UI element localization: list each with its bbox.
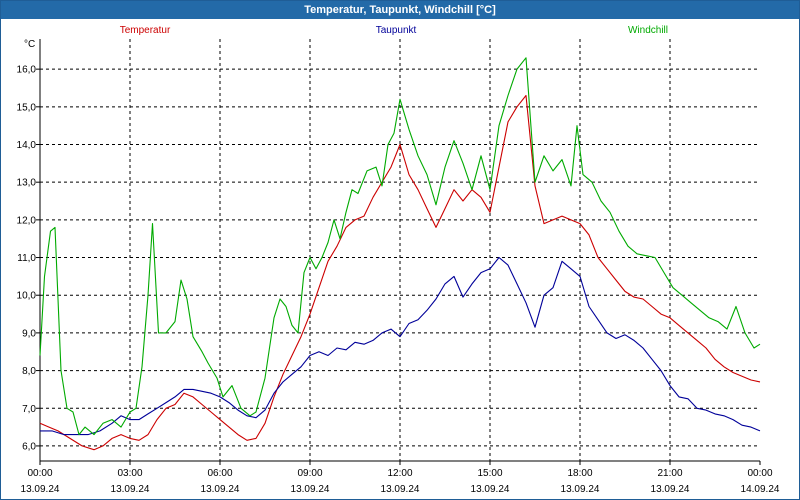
series-line-windchill [39, 57, 761, 436]
x-tick-time: 09:00 [297, 468, 322, 479]
series-line-taupunkt [40, 256, 761, 436]
legend-temperatur: Temperatur [120, 25, 171, 36]
y-tick-label: 10,0 [17, 291, 37, 302]
x-tick-date: 14.09.24 [741, 484, 780, 495]
legend: Temperatur Taupunkt Windchill [120, 25, 668, 36]
x-tick-date: 13.09.24 [111, 484, 150, 495]
y-tick-label: 12,0 [17, 215, 37, 226]
x-tick-time: 18:00 [567, 468, 592, 479]
x-tick-date: 13.09.24 [381, 484, 420, 495]
y-tick-label: 8,0 [22, 366, 36, 377]
x-tick-date: 13.09.24 [471, 484, 510, 495]
y-tick-label: 14,0 [17, 140, 37, 151]
y-tick-label: 11,0 [17, 253, 36, 264]
y-tick-label: 13,0 [17, 178, 37, 189]
y-tick-label: 9,0 [22, 328, 36, 339]
y-tick-label: 7,0 [22, 404, 36, 415]
x-tick-time: 03:00 [117, 468, 142, 479]
chart-title: Temperatur, Taupunkt, Windchill [°C] [1, 1, 799, 19]
legend-windchill: Windchill [628, 25, 668, 36]
series-line-temperatur [39, 94, 761, 451]
x-tick-time: 21:00 [657, 468, 682, 479]
x-tick-date: 13.09.24 [201, 484, 240, 495]
x-tick-time: 15:00 [477, 468, 502, 479]
x-tick-labels: 00:00 13.09.24 03:00 13.09.24 06:00 13.09.24 0… [21, 468, 780, 495]
x-tick-time: 12:00 [387, 468, 412, 479]
grid-lines [40, 39, 760, 461]
y-axis-unit: °C [24, 39, 35, 50]
series-lines [39, 57, 761, 451]
axes [36, 39, 761, 465]
y-tick-label: 16,0 [17, 65, 37, 76]
x-tick-date: 13.09.24 [21, 484, 60, 495]
x-tick-time: 06:00 [207, 468, 232, 479]
x-tick-time: 00:00 [747, 468, 772, 479]
legend-taupunkt: Taupunkt [376, 25, 417, 36]
x-tick-date: 13.09.24 [291, 484, 330, 495]
y-tick-label: 15,0 [17, 102, 37, 113]
x-tick-time: 00:00 [27, 468, 52, 479]
x-tick-date: 13.09.24 [651, 484, 690, 495]
y-tick-labels: 6,0 7,0 8,0 9,0 10,0 11,0 12,0 13,0 14,0 15,0 16,0… [17, 39, 37, 452]
y-tick-label: 6,0 [22, 441, 36, 452]
x-tick-date: 13.09.24 [561, 484, 600, 495]
